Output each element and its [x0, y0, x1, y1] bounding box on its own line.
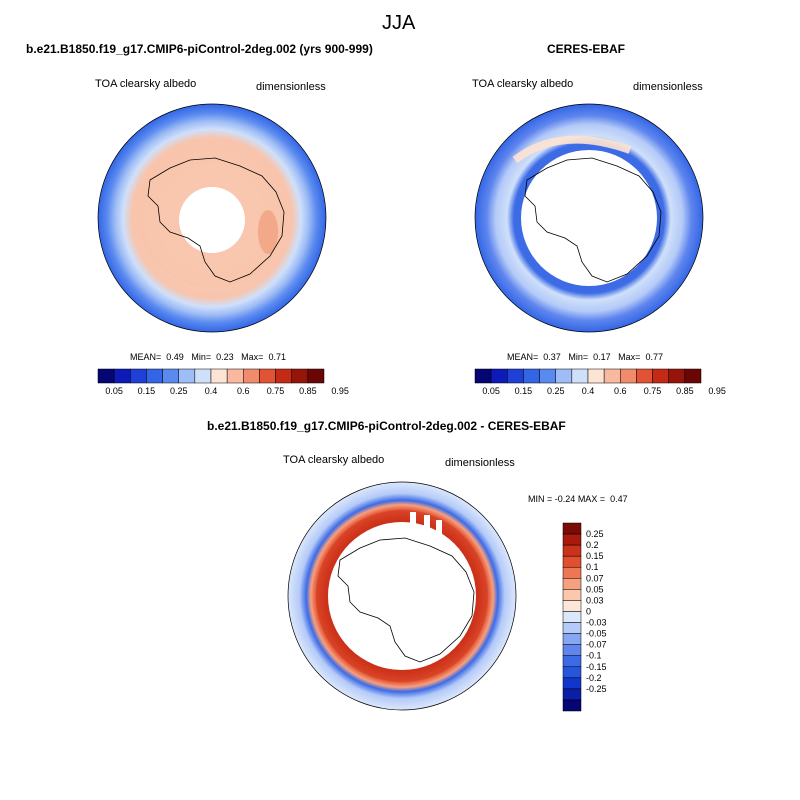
panel3-colorbar-tick-label: -0.1	[586, 651, 602, 661]
panel1-map	[97, 103, 327, 333]
panel3-colorbar-swatch	[562, 589, 582, 601]
panel1-stats: MEAN= 0.49 Min= 0.23 Max= 0.71	[130, 352, 286, 362]
panel2-colorbar-swatch	[474, 368, 492, 384]
panel2-right-label: dimensionless	[633, 81, 703, 93]
panel3-colorbar-swatch	[562, 611, 582, 623]
panel2-antarctica-coastline	[524, 157, 662, 283]
panel1-colorbar-swatch	[97, 368, 115, 384]
panel1-colorbar-swatch	[275, 368, 292, 384]
panel3-colorbar-swatch	[562, 699, 582, 712]
panel3-colorbar: 0.250.20.150.10.070.050.030-0.03-0.05-0.…	[562, 522, 607, 712]
panel2-colorbar-swatch	[684, 368, 702, 384]
panel2-title: CERES-EBAF	[547, 42, 626, 56]
panel2-colorbar-tick-label: 0.25	[547, 386, 565, 396]
panel3-colorbar-swatch	[562, 622, 582, 634]
panel3-right-label: dimensionless	[445, 457, 515, 469]
panel3-colorbar-swatch	[562, 533, 582, 546]
panel1-right-label: dimensionless	[256, 81, 326, 93]
panel2-colorbar-tick-label: 0.85	[676, 386, 694, 396]
panel3-colorbar-tick-label: -0.03	[586, 618, 607, 628]
panel1-colorbar-tick-label: 0.05	[105, 386, 123, 396]
panel2-colorbar-tick-label: 0.4	[582, 386, 595, 396]
panel1-colorbar-swatch	[130, 368, 147, 384]
panel3-colorbar-swatch	[562, 600, 582, 612]
panel1-colorbar-tick-label: 0.15	[138, 386, 156, 396]
panel3-colorbar-tick-label: -0.2	[586, 673, 602, 683]
panel1-colorbar-swatch	[146, 368, 163, 384]
panel2-colorbar-tick-label: 0.6	[614, 386, 627, 396]
panel3-colorbar-tick-label: 0.03	[586, 595, 604, 605]
panel3-colorbar-swatch	[562, 655, 582, 668]
panel1-colorbar-tick-label: 0.85	[299, 386, 317, 396]
panel1-colorbar-swatch	[243, 368, 260, 384]
panel2-colorbar-swatch	[636, 368, 653, 384]
panel2-colorbar-swatch	[620, 368, 637, 384]
panel2-colorbar-swatch	[539, 368, 556, 384]
panel3-colorbar-tick-label: 0.2	[586, 540, 599, 550]
panel1-left-label: TOA clearsky albedo	[95, 78, 197, 90]
panel3-colorbar-swatch	[562, 566, 582, 579]
panel2-colorbar-tick-label: 0.75	[644, 386, 662, 396]
panel3-colorbar-tick-label: -0.15	[586, 662, 607, 672]
panel2-colorbar: 0.05 0.15 0.25 0.4 0.6 0.75 0.85 0.95	[474, 368, 726, 396]
panel3-colorbar-tick-label: -0.05	[586, 629, 607, 639]
panel1-colorbar-tick-label: 0.95	[331, 386, 349, 396]
panel1-colorbar-swatch	[162, 368, 179, 384]
panel3-colorbar-swatch	[562, 688, 582, 701]
panel1-colorbar-tick-label: 0.75	[267, 386, 285, 396]
panel1-colorbar-tick-label: 0.4	[205, 386, 218, 396]
panel3-colorbar-swatch	[562, 633, 582, 645]
panel2-colorbar-swatch	[490, 368, 508, 384]
panel2-colorbar-swatch	[571, 368, 589, 384]
panel2-left-label: TOA clearsky albedo	[472, 78, 574, 90]
panel2-stats: MEAN= 0.37 Min= 0.17 Max= 0.77	[507, 352, 663, 362]
panel2-colorbar-swatch	[523, 368, 540, 384]
panel1-colorbar-swatch	[113, 368, 131, 384]
panel3-colorbar-tick-label: 0.25	[586, 529, 604, 539]
panel1-colorbar-swatch	[226, 368, 244, 384]
panel3-colorbar-tick-label: -0.25	[586, 684, 607, 694]
panel3-stats: MIN = -0.24 MAX = 0.47	[528, 494, 628, 504]
panel1-colorbar-swatch	[259, 368, 276, 384]
panel3-colorbar-swatch	[562, 666, 582, 679]
panel3-colorbar-swatch	[562, 677, 582, 690]
panel2-colorbar-swatch	[587, 368, 605, 384]
panel3-left-label: TOA clearsky albedo	[283, 454, 385, 466]
panel3-colorbar-tick-label: 0	[586, 606, 591, 616]
panel1-colorbar-swatch	[307, 368, 325, 384]
panel2-colorbar-tick-label: 0.05	[482, 386, 500, 396]
panel3-colorbar-tick-label: 0.15	[586, 551, 604, 561]
panel3-colorbar-swatch	[562, 644, 582, 656]
season-title: JJA	[382, 12, 416, 34]
panel3-antarctica-coastline	[337, 537, 475, 663]
panel3-colorbar-tick-label: 0.07	[586, 573, 604, 583]
panel3-colorbar-tick-label: -0.07	[586, 640, 607, 650]
panel2-colorbar-swatch	[652, 368, 669, 384]
panel1-colorbar: 0.05 0.15 0.25 0.4 0.6 0.75 0.85 0.95	[97, 368, 349, 396]
panel2-map	[474, 103, 704, 333]
panel2-colorbar-swatch	[507, 368, 524, 384]
panel3-colorbar-swatch	[562, 522, 582, 535]
panel2-colorbar-swatch	[668, 368, 686, 384]
panel3-map	[287, 481, 517, 711]
panel1-colorbar-tick-label: 0.25	[170, 386, 188, 396]
panel2-colorbar-tick-label: 0.15	[515, 386, 533, 396]
panel3-colorbar-tick-label: 0.05	[586, 584, 604, 594]
panel3-colorbar-tick-label: 0.1	[586, 562, 599, 572]
panel1-colorbar-swatch	[178, 368, 196, 384]
panel1-antarctica-coastline	[147, 157, 285, 283]
panel1-title: b.e21.B1850.f19_g17.CMIP6-piControl-2deg…	[26, 42, 373, 56]
panel2-colorbar-swatch	[555, 368, 573, 384]
panel1-colorbar-swatch	[291, 368, 309, 384]
panel1-colorbar-swatch	[194, 368, 212, 384]
panel1-colorbar-tick-label: 0.6	[237, 386, 250, 396]
panel2-colorbar-swatch	[603, 368, 621, 384]
panel3-title: b.e21.B1850.f19_g17.CMIP6-piControl-2deg…	[207, 419, 566, 433]
panel3-colorbar-swatch	[562, 578, 582, 590]
panel3-colorbar-swatch	[562, 544, 582, 557]
panel1-colorbar-swatch	[210, 368, 228, 384]
panel2-colorbar-tick-label: 0.95	[708, 386, 726, 396]
panel3-colorbar-swatch	[562, 555, 582, 568]
